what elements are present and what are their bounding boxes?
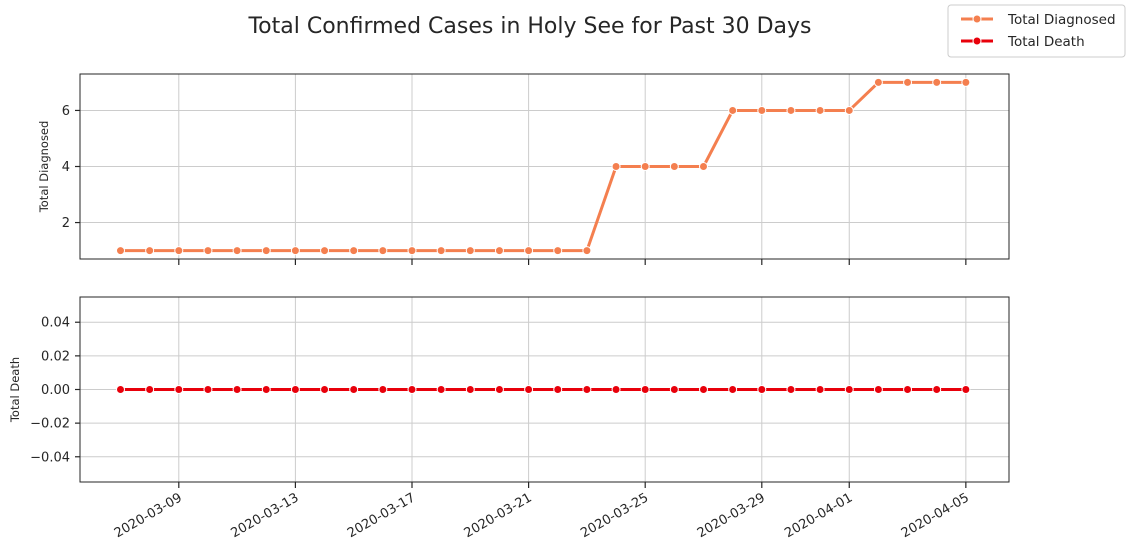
- panel-total-death: 0.04 0.02 0.00 −0.02 −0.04 Total Death: [8, 296, 1010, 488]
- legend: Total Diagnosed Total Death: [947, 4, 1126, 58]
- data-point: [116, 385, 125, 394]
- y-tick-label: 4: [62, 160, 70, 175]
- data-point: [961, 385, 971, 394]
- x-tick-label: 2020-03-17: [345, 490, 418, 541]
- data-point: [786, 385, 796, 394]
- data-point: [669, 385, 679, 394]
- data-point: [844, 385, 854, 394]
- data-point: [553, 246, 563, 256]
- y-axis-label: Total Death: [8, 357, 22, 423]
- data-point: [669, 162, 679, 171]
- data-point: [407, 385, 417, 394]
- data-point: [611, 162, 621, 171]
- data-point: [699, 162, 708, 171]
- y-tick-label: −0.04: [30, 450, 70, 465]
- data-point: [553, 385, 563, 394]
- legend-label-total-diagnosed: Total Diagnosed: [1007, 12, 1116, 28]
- data-point: [116, 246, 125, 256]
- data-point: [349, 246, 359, 256]
- plot-frame: [79, 296, 1010, 483]
- data-point: [290, 385, 300, 394]
- data-point: [932, 77, 942, 87]
- data-point: [728, 105, 738, 115]
- plot-frame: [79, 73, 1010, 260]
- data-point: [932, 385, 942, 394]
- x-axis: 2020-03-09 2020-03-13 2020-03-17 2020-03-21…: [112, 490, 972, 541]
- legend-entry-total-death: Total Death: [961, 34, 1085, 50]
- data-point: [494, 246, 504, 256]
- data-point: [815, 105, 825, 115]
- data-point: [465, 385, 475, 394]
- legend-marker-total-diagnosed: [972, 14, 982, 24]
- data-point: [961, 77, 971, 87]
- data-point: [232, 385, 242, 394]
- data-point: [640, 385, 650, 394]
- data-point: [844, 105, 854, 115]
- panel-total-diagnosed: 2 4 6 Total Diagnosed: [37, 73, 1010, 265]
- data-point: [261, 246, 271, 256]
- data-point: [873, 77, 883, 87]
- data-point: [378, 385, 388, 394]
- data-point: [873, 385, 883, 394]
- y-tick-label: 0.02: [41, 349, 70, 364]
- y-tick-label: 0.04: [41, 316, 70, 331]
- y-tick-label: 0.00: [41, 383, 70, 398]
- data-point: [320, 246, 330, 256]
- data-point: [203, 385, 213, 394]
- data-point: [582, 246, 592, 256]
- chart-title: Total Confirmed Cases in Holy See for Pa…: [247, 14, 811, 39]
- data-point: [436, 246, 446, 256]
- data-point: [378, 246, 388, 256]
- data-point: [611, 385, 621, 394]
- data-point: [699, 385, 708, 394]
- x-tick-label: 2020-03-25: [578, 490, 651, 541]
- data-point: [757, 105, 767, 115]
- data-point: [640, 162, 650, 171]
- data-point: [728, 385, 738, 394]
- data-point: [524, 385, 534, 394]
- data-point: [903, 385, 913, 394]
- data-point: [174, 385, 184, 394]
- data-point: [815, 385, 825, 394]
- x-tick-label: 2020-04-01: [782, 490, 855, 541]
- data-point: [203, 246, 213, 256]
- x-tick-label: 2020-04-05: [899, 490, 972, 541]
- data-point: [903, 77, 913, 87]
- legend-entry-total-diagnosed: Total Diagnosed: [961, 12, 1116, 28]
- x-tick-label: 2020-03-21: [462, 490, 535, 541]
- data-point: [786, 105, 796, 115]
- data-point: [349, 385, 359, 394]
- x-tick-label: 2020-03-29: [695, 490, 768, 541]
- series-line-total-diagnosed: [119, 80, 968, 253]
- data-point: [290, 246, 300, 256]
- data-point: [407, 246, 417, 256]
- data-point: [174, 246, 184, 256]
- y-tick-label: 6: [62, 104, 70, 119]
- data-point: [320, 385, 330, 394]
- y-tick-label: −0.02: [30, 417, 70, 432]
- data-point: [524, 246, 534, 256]
- data-point: [145, 246, 155, 256]
- y-tick-label: 2: [62, 216, 70, 231]
- legend-marker-total-death: [972, 36, 982, 46]
- data-point: [757, 385, 767, 394]
- data-point: [494, 385, 504, 394]
- data-point: [145, 385, 155, 394]
- data-point: [261, 385, 271, 394]
- legend-label-total-death: Total Death: [1007, 34, 1085, 50]
- y-axis-label: Total Diagnosed: [37, 121, 51, 214]
- data-point: [582, 385, 592, 394]
- data-point: [465, 246, 475, 256]
- x-tick-label: 2020-03-13: [228, 490, 301, 541]
- data-point: [232, 246, 242, 256]
- x-tick-label: 2020-03-09: [112, 490, 185, 541]
- data-point: [436, 385, 446, 394]
